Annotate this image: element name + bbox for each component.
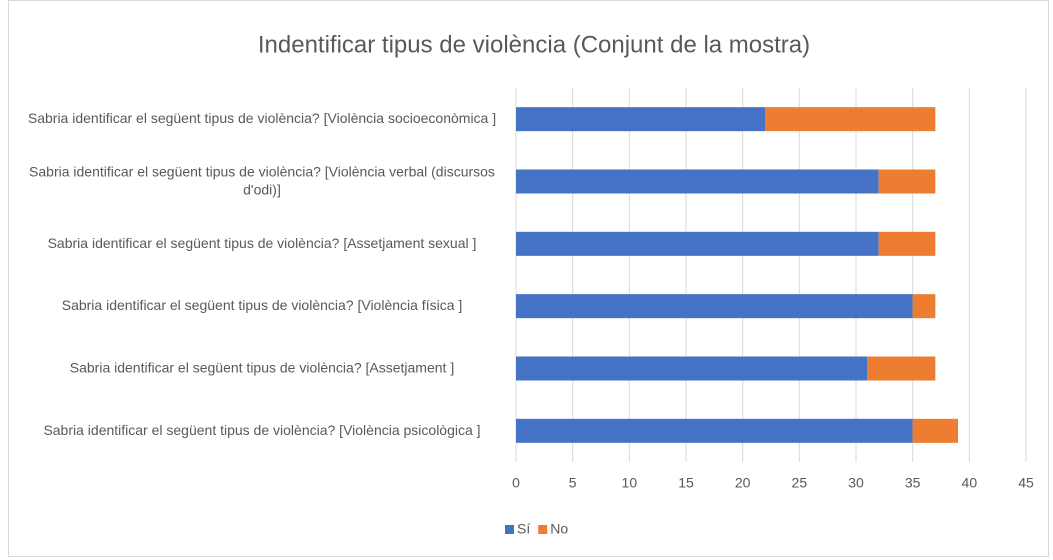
x-tick-label: 15 (678, 475, 694, 491)
x-tick-label: 20 (735, 475, 751, 491)
x-tick-label: 0 (512, 475, 520, 491)
x-tick-label: 30 (848, 475, 864, 491)
x-tick-label: 45 (1018, 475, 1034, 491)
legend-swatch (538, 525, 548, 534)
x-tick-label: 5 (569, 475, 577, 491)
y-tick-label: Sabria identificar el següent tipus de v… (43, 422, 480, 438)
bar (516, 418, 913, 443)
y-tick-label: Sabria identificar el següent tipus de v… (48, 235, 477, 251)
chart-border (8, 0, 1049, 557)
legend-swatch (505, 525, 514, 534)
bar (878, 231, 936, 256)
bar (516, 169, 879, 194)
bar (912, 294, 936, 319)
x-tick-label: 35 (905, 475, 921, 491)
x-tick-label: 40 (962, 475, 978, 491)
y-tick-label: Sabria identificar el següent tipus de v… (28, 110, 496, 126)
bar (867, 356, 936, 381)
y-tick-label: Sabria identificar el següent tipus de v… (70, 359, 454, 375)
bar (516, 231, 879, 256)
y-tick-label: Sabria identificar el següent tipus de v… (29, 163, 495, 197)
legend-label: No (550, 521, 568, 537)
x-tick-label: 25 (792, 475, 808, 491)
bar (516, 107, 766, 132)
bar (765, 107, 936, 132)
bar (912, 418, 958, 443)
legend-label: Sí (517, 521, 530, 537)
bar (516, 294, 913, 319)
chart-title: Indentificar tipus de violència (Conjunt… (258, 31, 810, 58)
x-tick-label: 10 (622, 475, 638, 491)
bar (878, 169, 936, 194)
bar (516, 356, 868, 381)
y-tick-label: Sabria identificar el següent tipus de v… (62, 297, 463, 313)
